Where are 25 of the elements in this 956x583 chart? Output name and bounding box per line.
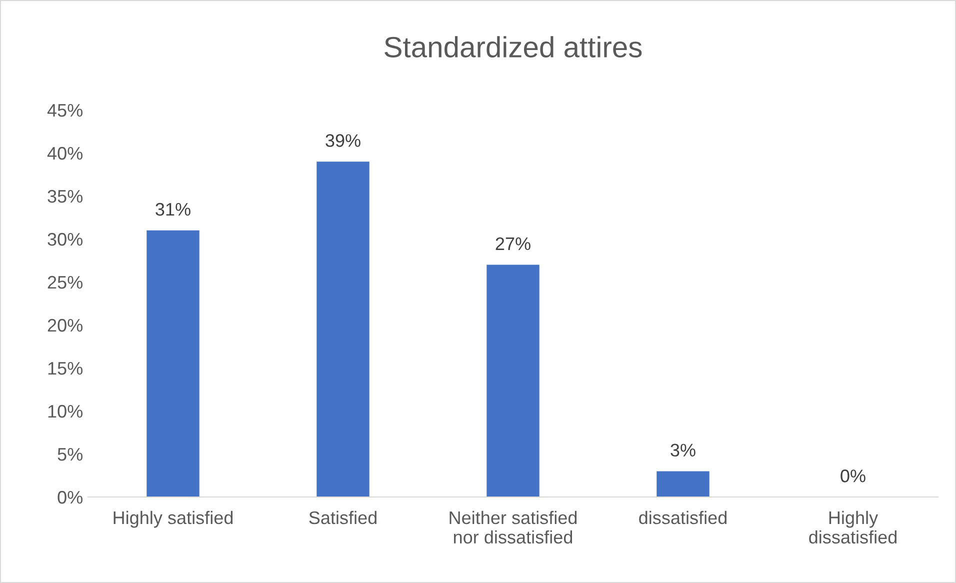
y-tick-label: 0% (58, 490, 82, 504)
data-label: 0% (840, 470, 866, 482)
x-tick-label: Neither satisfied nor dissatisfied (450, 510, 577, 544)
y-tick-label: 35% (48, 190, 82, 203)
bar (486, 264, 540, 497)
y-tick-label: 15% (48, 362, 82, 375)
data-label: 39% (326, 134, 360, 147)
x-tick-label: Satisfied (309, 510, 376, 524)
y-tick-label: 30% (48, 232, 82, 246)
data-label: 3% (670, 444, 696, 457)
x-tick-label: Highly satisfied (114, 510, 233, 528)
chart-title: Standardized attires (384, 36, 642, 58)
y-tick-label: 5% (58, 448, 82, 461)
y-tick-label: 45% (47, 104, 82, 117)
x-tick-label: Highly dissatisfied (809, 510, 896, 544)
bar (316, 162, 370, 497)
data-label: 27% (496, 237, 530, 250)
y-tick-label: 20% (48, 318, 82, 332)
x-tick-label: dissatisfied (639, 510, 726, 524)
bar (146, 230, 200, 497)
data-label: 31% (156, 202, 190, 216)
y-tick-label: 40% (47, 146, 82, 160)
y-tick-label: 10% (48, 404, 82, 418)
bar (656, 471, 710, 497)
y-tick-label: 25% (48, 276, 82, 289)
